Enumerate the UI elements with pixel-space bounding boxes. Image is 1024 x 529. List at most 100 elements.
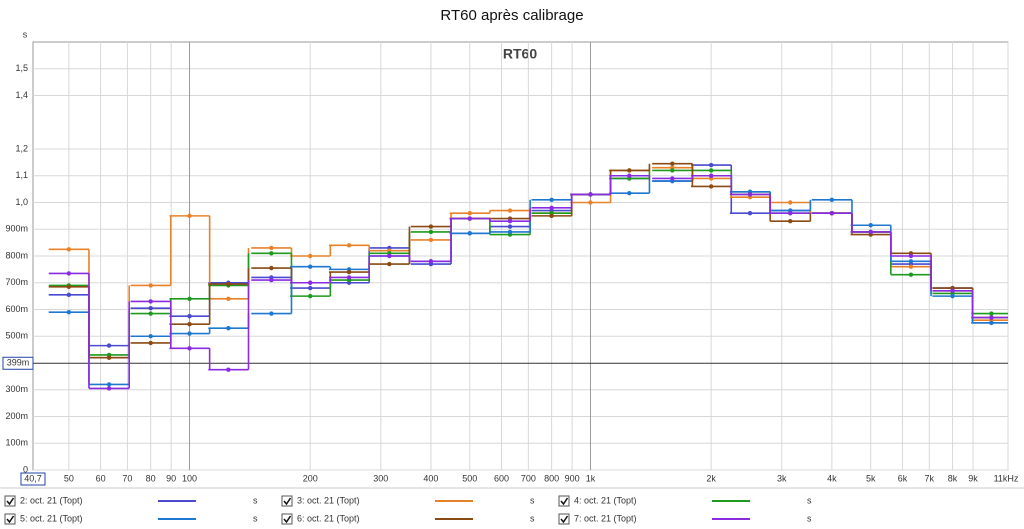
x-tick-label: 6k — [898, 473, 908, 483]
point — [868, 223, 873, 228]
point — [66, 284, 72, 289]
point — [788, 200, 793, 205]
point — [387, 261, 392, 267]
y-tick-label: 100m — [5, 438, 28, 448]
point — [670, 176, 675, 181]
point — [908, 259, 914, 264]
point — [106, 343, 112, 348]
y-tick-label: 1,2 — [15, 143, 28, 153]
x-tick-label: 200 — [303, 473, 318, 483]
point — [106, 355, 112, 360]
chart-title: RT60 après calibrage — [440, 7, 583, 24]
point — [549, 205, 554, 211]
point — [148, 311, 153, 316]
point — [868, 229, 873, 235]
point — [308, 285, 313, 291]
point — [187, 331, 192, 336]
point — [829, 197, 835, 203]
point — [627, 173, 632, 178]
point — [908, 264, 914, 269]
x-tick-label: 90 — [166, 473, 176, 483]
point — [187, 346, 192, 351]
x-limit-box — [20, 472, 46, 486]
legend-check[interactable] — [283, 515, 292, 524]
legend-checkbox[interactable] — [558, 513, 570, 525]
point — [908, 253, 914, 259]
point — [226, 367, 231, 372]
legend-checkbox[interactable] — [558, 495, 570, 507]
legend-check[interactable] — [560, 515, 569, 524]
x-tick-label: 4k — [827, 473, 837, 483]
legend-checkbox[interactable] — [281, 495, 293, 507]
legend-unit: s — [253, 513, 258, 523]
point — [346, 269, 352, 275]
point — [148, 283, 153, 288]
y-tick-label: 300m — [5, 384, 28, 394]
legend-unit: s — [807, 495, 812, 505]
point — [708, 168, 714, 173]
y-tick-label: 500m — [5, 331, 28, 341]
legend-label: 4: oct. 21 (Topt) — [574, 495, 637, 505]
point — [226, 326, 231, 331]
point — [829, 211, 835, 216]
point — [670, 168, 675, 173]
point — [588, 192, 593, 197]
y-tick-label: 800m — [5, 250, 28, 260]
point — [950, 293, 955, 299]
point — [627, 168, 632, 173]
point — [507, 224, 513, 229]
point — [269, 265, 274, 271]
y-tick-label: 1,1 — [15, 170, 28, 180]
point — [308, 293, 313, 299]
point — [187, 322, 192, 327]
point — [269, 277, 274, 283]
legend-checkbox[interactable] — [281, 513, 293, 525]
x-tick-label: 5k — [866, 473, 876, 483]
legend-label: 7: oct. 21 (Topt) — [574, 513, 637, 523]
y-tick-label: 1,5 — [15, 63, 28, 73]
point — [549, 213, 554, 219]
x-tick-label: 7k — [925, 473, 935, 483]
legend-unit: s — [530, 495, 535, 505]
point — [269, 311, 274, 316]
legend-unit: s — [530, 513, 535, 523]
x-tick-label: 300 — [373, 473, 388, 483]
point — [269, 251, 274, 256]
y-tick-label: 0 — [23, 464, 28, 474]
point — [507, 208, 513, 213]
legend-checkbox[interactable] — [4, 495, 16, 507]
point — [187, 313, 192, 319]
point — [670, 161, 675, 166]
cursor-label: 399m — [7, 358, 30, 368]
x-tick-label: 11kHz — [994, 473, 1019, 483]
x-tick-label: 800 — [544, 473, 559, 483]
legend-checkbox[interactable] — [4, 513, 16, 525]
point — [226, 296, 231, 301]
x-tick-label: 50 — [64, 473, 74, 483]
point — [308, 264, 313, 269]
x-tick-label: 500 — [462, 473, 477, 483]
legend-check[interactable] — [6, 515, 15, 524]
legend-check[interactable] — [6, 497, 15, 506]
x-tick-label: 60 — [96, 473, 106, 483]
point — [989, 311, 994, 316]
point — [950, 288, 955, 293]
legend-check[interactable] — [283, 497, 292, 506]
point — [66, 292, 72, 297]
point — [428, 224, 434, 229]
y-tick-label: 200m — [5, 411, 28, 421]
x-tick-label: 400 — [423, 473, 438, 483]
y-tick-label: 1,4 — [15, 90, 28, 100]
point — [627, 190, 632, 196]
y-tick-label: 600m — [5, 304, 28, 314]
legend-check[interactable] — [560, 497, 569, 506]
point — [708, 162, 714, 168]
point — [989, 320, 994, 326]
point — [747, 192, 753, 197]
x-tick-label: 100 — [182, 473, 197, 483]
x-tick-label: 3k — [777, 473, 787, 483]
legend-label: 2: oct. 21 (Topt) — [20, 495, 83, 505]
point — [708, 173, 714, 178]
point — [308, 253, 313, 259]
